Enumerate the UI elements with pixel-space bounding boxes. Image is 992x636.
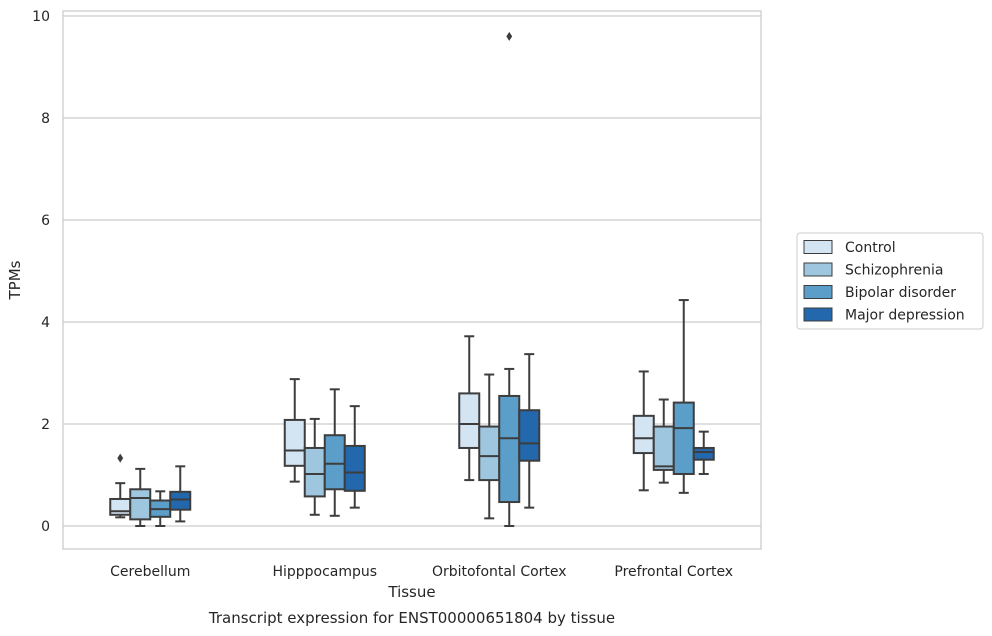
box <box>632 370 655 492</box>
box-iqr <box>303 446 326 498</box>
box-series <box>109 31 715 527</box>
box-iqr <box>323 434 346 491</box>
box <box>149 490 172 527</box>
legend-swatch <box>803 307 833 322</box>
legend-swatch <box>803 240 833 254</box>
outlier-point <box>506 31 513 41</box>
legend-label: Control <box>845 240 896 256</box>
legend-label: Major depression <box>845 308 965 324</box>
box-iqr <box>458 392 481 449</box>
box <box>129 467 152 527</box>
legend-entry: Major depression <box>803 307 965 324</box>
box-iqr <box>478 425 501 482</box>
box <box>169 465 192 523</box>
box <box>283 378 306 483</box>
box <box>692 430 715 475</box>
box-iqr <box>632 414 655 455</box>
box <box>498 31 521 527</box>
legend-swatch <box>803 262 833 277</box>
outlier-point <box>117 453 124 463</box>
y-tick-label: 4 <box>41 315 50 331</box>
chart-caption: Transcript expression for ENST0000065180… <box>208 609 615 627</box>
legend-swatch <box>803 285 833 299</box>
legend-frame <box>796 232 984 330</box>
legend-entry: Control <box>803 240 896 256</box>
x-tick-labels: Cerebellum Hipppocampus Orbitofontal Corte… <box>110 564 733 580</box>
box-iqr <box>498 394 521 504</box>
box-iqr <box>518 409 541 462</box>
box-iqr <box>343 444 366 492</box>
legend-entry: Bipolar disorder <box>803 285 956 301</box>
x-tick-label: Hipppocampus <box>272 564 377 580</box>
x-tick-label: Cerebellum <box>110 564 190 580</box>
y-tick-label: 0 <box>41 519 50 535</box>
plot-frame <box>62 10 762 550</box>
box-iqr <box>283 418 306 467</box>
legend: Control Schizophrenia Bipolar disorder Majo… <box>796 232 984 330</box>
legend-label: Bipolar disorder <box>845 285 956 301</box>
box-iqr <box>129 488 152 521</box>
box <box>109 453 132 519</box>
box-iqr <box>652 425 675 471</box>
x-tick-label: Orbitofontal Cortex <box>432 564 567 580</box>
y-tick-labels: 0 2 4 6 8 10 <box>32 9 50 535</box>
x-tick-label: Prefrontal Cortex <box>614 564 733 580</box>
y-tick-label: 8 <box>41 111 50 127</box>
box-iqr <box>692 446 715 461</box>
grid-lines <box>63 15 761 527</box>
y-tick-label: 6 <box>41 213 50 229</box>
box <box>478 373 501 520</box>
box <box>652 398 675 484</box>
box <box>303 417 326 516</box>
box <box>518 353 541 509</box>
box-iqr <box>672 401 695 475</box>
box-iqr <box>169 490 192 511</box>
y-tick-label: 10 <box>32 9 50 25</box>
box <box>458 335 481 482</box>
box <box>672 299 695 494</box>
y-axis-label: TPMs <box>6 260 24 300</box>
legend-label: Schizophrenia <box>845 263 943 279</box>
box <box>323 388 346 517</box>
box-iqr <box>109 497 132 516</box>
box <box>343 405 366 509</box>
y-tick-label: 2 <box>41 417 50 433</box>
x-axis-label: Tissue <box>387 583 435 601</box>
legend-entry: Schizophrenia <box>803 262 943 279</box>
